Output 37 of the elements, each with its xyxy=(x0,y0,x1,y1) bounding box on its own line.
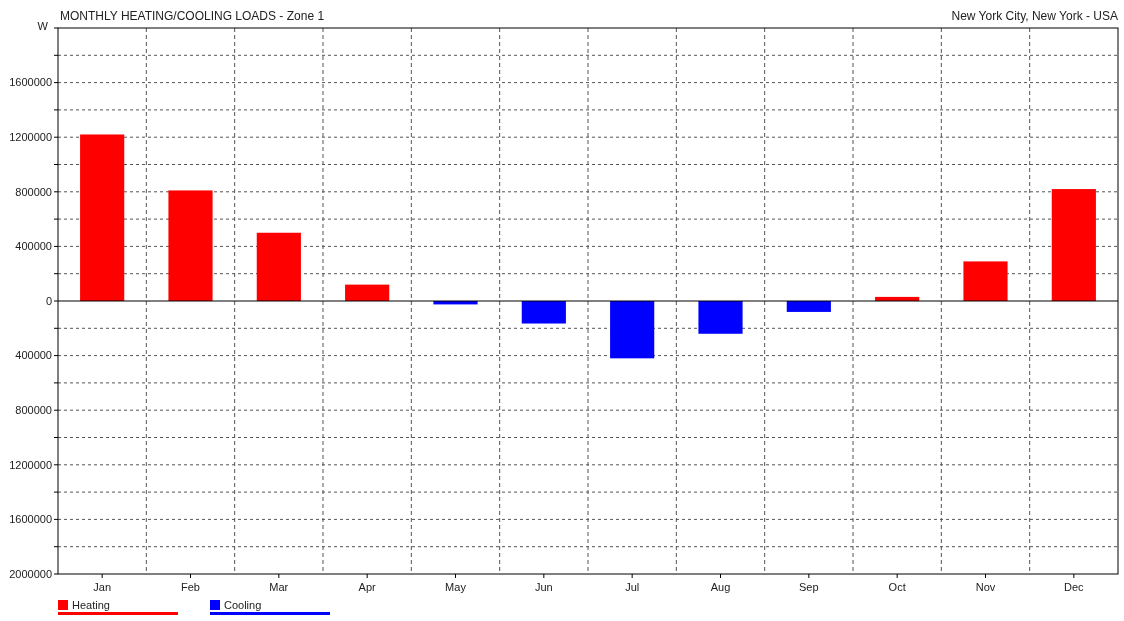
x-tick-label: Sep xyxy=(799,581,819,593)
bar xyxy=(786,301,831,312)
x-tick-label: Oct xyxy=(888,581,906,593)
y-tick-label: 0 xyxy=(45,294,52,307)
x-tick-label: Mar xyxy=(269,581,289,593)
x-tick-label: Apr xyxy=(358,581,377,593)
y-tick-label: 1200000 xyxy=(9,458,52,471)
bar xyxy=(698,301,743,334)
legend-label: Cooling xyxy=(224,599,262,611)
x-tick-label: Jun xyxy=(534,581,553,593)
y-tick-label: 800000 xyxy=(15,185,52,198)
y-tick-label: 400000 xyxy=(15,349,52,362)
bar xyxy=(610,301,655,359)
x-tick-label: Jan xyxy=(93,581,112,593)
bar xyxy=(80,134,125,301)
x-tick-label: Feb xyxy=(181,581,200,593)
y-tick-label: 400000 xyxy=(15,240,52,253)
chart-title: MONTHLY HEATING/COOLING LOADS - Zone 1 xyxy=(60,9,325,23)
bar xyxy=(521,301,566,324)
bar xyxy=(256,232,301,301)
chart-subtitle: New York City, New York - USA xyxy=(951,9,1118,23)
legend-label: Heating xyxy=(72,599,110,611)
bar xyxy=(168,190,213,301)
x-tick-label: Jul xyxy=(625,581,640,593)
x-tick-label: May xyxy=(445,581,467,593)
bar xyxy=(345,284,390,301)
y-tick-label: 1200000 xyxy=(9,131,52,144)
x-tick-label: Dec xyxy=(1064,581,1085,593)
y-tick-label: 800000 xyxy=(15,404,52,417)
x-tick-label: Aug xyxy=(710,581,731,593)
y-axis-title: W xyxy=(37,20,49,33)
bar xyxy=(1051,189,1096,301)
y-tick-label: 1600000 xyxy=(9,513,52,526)
x-tick-label: Nov xyxy=(975,581,996,593)
y-tick-label: 1600000 xyxy=(9,76,52,89)
bar xyxy=(963,261,1008,301)
y-tick-label: 2000000 xyxy=(9,567,52,580)
